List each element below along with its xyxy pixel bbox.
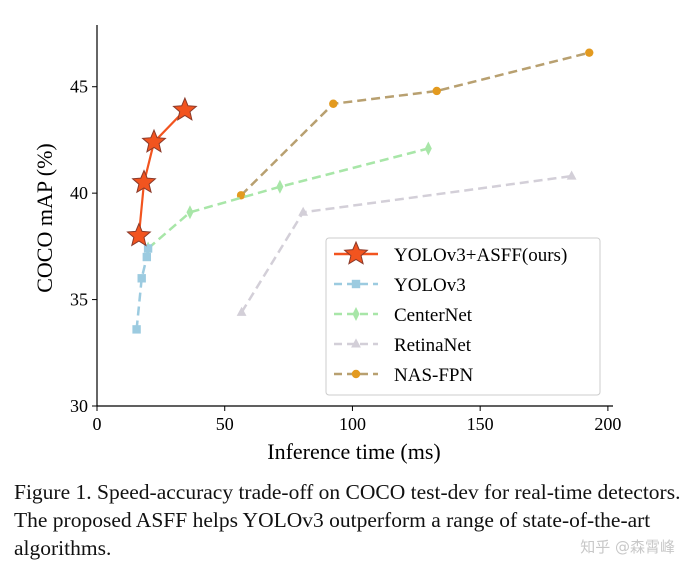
series-line [147,147,429,250]
series-line [240,51,590,197]
legend-item: RetinaNet [334,335,472,356]
legend-marker [343,240,369,265]
series-group [126,48,594,334]
series-line [135,248,150,330]
series-retinanet [236,170,577,316]
legend-marker [352,307,360,321]
data-point [132,325,141,334]
x-axis-label: Inference time (ms) [267,439,440,464]
data-point [298,206,309,216]
x-tick-label: 100 [339,414,366,434]
data-point [126,222,152,247]
watermark: 知乎 @森霄峰 [580,538,675,556]
legend-box [325,237,601,396]
data-point [236,306,247,316]
data-point [276,179,284,194]
series-yolov3-asff-ours- [126,96,198,247]
legend-marker [351,279,361,289]
y-tick-label: 40 [70,183,88,203]
legend-marker [351,369,361,379]
legend-label: YOLOv3 [394,275,466,296]
data-point [585,48,594,57]
axes: 0 50 100 150 200 30 35 40 45 [70,25,621,434]
legend: YOLOv3+ASFF(ours) YOLOv3 CenterNet RetinaNe… [325,237,601,396]
data-point [186,205,194,220]
y-tick-label: 30 [70,396,88,416]
data-point [432,86,441,96]
data-point [424,141,432,156]
data-point [131,169,157,194]
x-tick-label: 150 [467,414,494,434]
series-yolov3 [132,244,153,334]
series-line [137,109,186,236]
data-point [141,128,167,153]
legend-marker [351,338,361,348]
y-tick-label: 45 [70,77,88,97]
data-point [142,252,152,262]
y-tick-label: 35 [70,290,88,310]
legend-item: YOLOv3+ASFF(ours) [334,240,567,266]
data-point [566,170,577,180]
x-tick-label: 200 [594,414,621,434]
x-tick-label: 0 [93,414,102,434]
figure-caption: Figure 1. Speed-accuracy trade-off on CO… [14,480,681,560]
series-nas-fpn [236,48,594,200]
legend-label: RetinaNet [394,335,472,356]
data-point [329,99,338,108]
legend-item: CenterNet [334,305,473,326]
legend-label: CenterNet [394,305,473,326]
legend-item: NAS-FPN [334,365,473,386]
data-point [143,244,153,253]
legend-label: NAS-FPN [394,365,473,386]
y-axis-label: COCO mAP (%) [32,143,57,293]
legend-item: YOLOv3 [334,275,466,296]
data-point [172,96,198,121]
legend-label: YOLOv3+ASFF(ours) [394,245,567,266]
x-tick-label: 50 [216,414,234,434]
data-point [137,274,146,283]
